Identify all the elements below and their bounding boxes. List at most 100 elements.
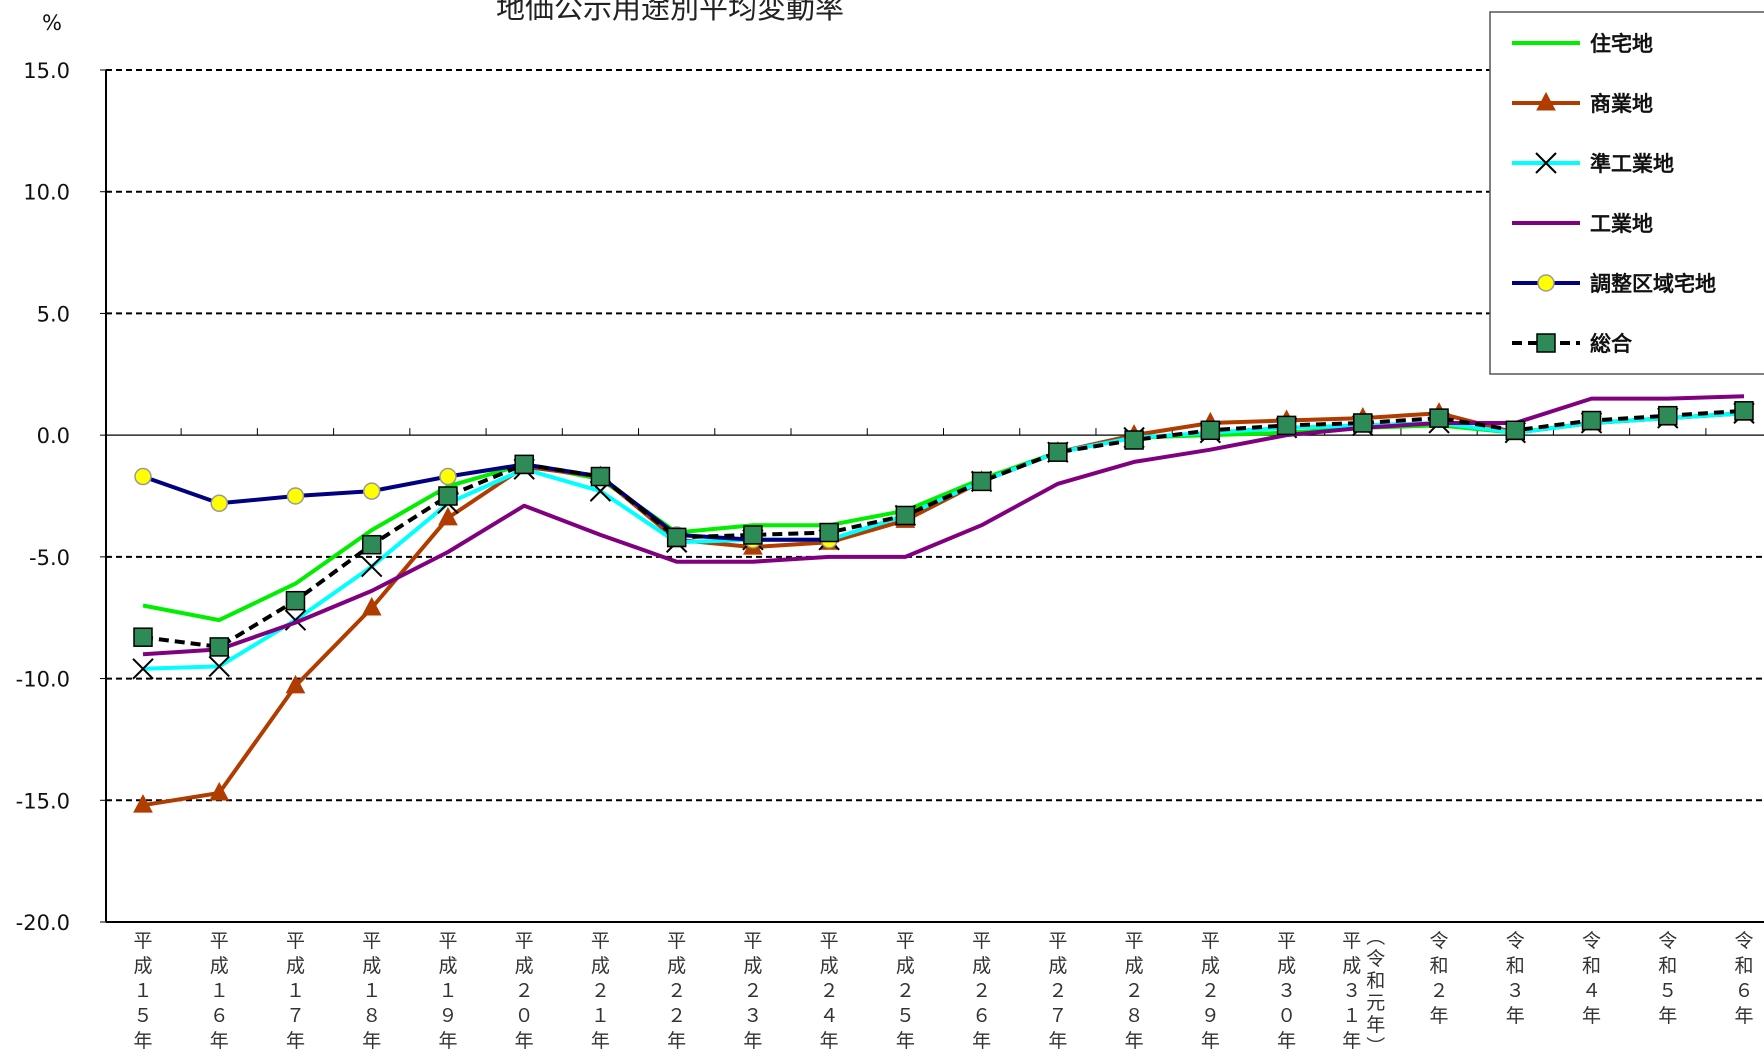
legend-label: 準工業地 (1590, 152, 1674, 176)
x-tick-char: 年 (1048, 1030, 1067, 1052)
x-tick-char: ２ (1125, 980, 1144, 1002)
x-tick-label: 令和 ４ 年 (1582, 930, 1601, 1027)
x-tick-char: 年 (1430, 1005, 1449, 1027)
x-tick-label: 令和 ６ 年 (1734, 930, 1753, 1027)
x-tick-char: 年 (1342, 1030, 1361, 1052)
x-tick-char: ０ (1277, 1005, 1296, 1027)
data-point-stroke (1535, 152, 1557, 174)
x-tick-char: 平 (1048, 930, 1067, 952)
x-tick-char: 平 (667, 930, 686, 952)
data-point (361, 596, 382, 616)
x-tick-char: 成 (667, 955, 686, 977)
x-tick-label: 平成 ２ ３ 年 (743, 930, 762, 1052)
legend-label: 住宅地 (1590, 32, 1653, 56)
x-tick-char: 平 (972, 930, 991, 952)
legend-label: 工業地 (1590, 212, 1653, 236)
data-point (1536, 333, 1556, 353)
x-tick-char: 和 (1658, 955, 1677, 977)
x-tick-char: ５ (133, 1005, 152, 1027)
x-tick-char: ２ (667, 1005, 686, 1027)
legend-label: 総合 (1590, 332, 1633, 356)
x-tick-labels: 平成１５年平成１６年平成１７年平成１８年平成１９年平成２０年平成２１年平成２２年… (133, 926, 1753, 1058)
x-tick-char: ９ (1201, 1005, 1220, 1027)
x-tick-char: ３ (1342, 980, 1361, 1002)
x-tick-label: 平成 １ ７ 年 (286, 930, 305, 1052)
x-tick-char: ２ (972, 980, 991, 1002)
x-tick-char: 令 (1582, 930, 1601, 952)
y-tick-label: -5.0 (29, 546, 70, 570)
x-tick-char: 成 (820, 955, 839, 977)
x-tick-char: 成 (896, 955, 915, 977)
x-tick-char: １ (210, 980, 229, 1002)
x-tick-label: 平成 ２ ０ 年 (515, 930, 534, 1052)
x-tick-char: 平 (515, 930, 534, 952)
x-tick-char: 年 (591, 1030, 610, 1052)
data-point-stroke (361, 555, 383, 578)
x-tick-char: 平 (286, 930, 305, 952)
data-point (895, 505, 916, 526)
x-tick-label: 平成 ２ １ 年 (591, 930, 610, 1052)
x-tick-char: 年 (1366, 1014, 1385, 1036)
x-tick-char: 年 (743, 1030, 762, 1052)
x-tick-char: ２ (820, 980, 839, 1002)
data-point (1536, 91, 1556, 111)
x-tick-label: 平成 ２ ４ 年 (820, 930, 839, 1052)
x-tick-char: １ (362, 980, 381, 1002)
x-tick-char: 平 (896, 930, 915, 952)
x-tick-char: ４ (1582, 980, 1601, 1002)
x-tick-char: 令 (1430, 930, 1449, 952)
x-tick-char: 平 (743, 930, 762, 952)
x-tick-char: １ (286, 980, 305, 1002)
x-tick-label: 平成 １ ５ 年 (133, 930, 152, 1052)
x-tick-char: １ (438, 980, 457, 1002)
x-tick-label: 平成 ３ ０ 年 (1277, 930, 1296, 1052)
x-tick-char: 成 (438, 955, 457, 977)
x-tick-char: 平 (362, 930, 381, 952)
x-tick-label: 平成 ２ ７ 年 (1048, 930, 1067, 1052)
x-tick-char: 成 (515, 955, 534, 977)
x-tick-char: 成 (133, 955, 152, 977)
data-point (208, 655, 230, 678)
x-tick-char: ３ (743, 1005, 762, 1027)
x-tick-char: 和 (1582, 955, 1601, 977)
x-tick-char: ３ (1506, 980, 1525, 1002)
x-tick-char: ５ (1658, 980, 1677, 1002)
data-point (1658, 405, 1678, 426)
legend-item: 商業地 (1512, 91, 1653, 116)
x-tick-char: 平 (1342, 930, 1361, 952)
x-tick-char: ２ (1201, 980, 1220, 1002)
x-tick-char: ９ (438, 1005, 457, 1027)
data-point (1276, 415, 1297, 436)
data-point (361, 555, 383, 578)
data-point (285, 674, 306, 694)
x-tick-char: 平 (820, 930, 839, 952)
x-tick-char: 年 (972, 1030, 991, 1052)
data-point (210, 494, 228, 513)
x-tick-char: 年 (820, 1030, 839, 1052)
legend-item: 住宅地 (1512, 32, 1653, 56)
x-tick-label: 平成 ２ ６ 年 (972, 930, 991, 1052)
x-tick-label: 平成 ２ ５ 年 (896, 930, 915, 1052)
x-tick-char: ２ (515, 980, 534, 1002)
x-tick-char: 元 (1366, 992, 1385, 1014)
x-tick-char: ６ (972, 1005, 991, 1027)
x-tick-char: 年 (133, 1030, 152, 1052)
x-tick-label: 令和 ５ 年 (1658, 930, 1677, 1027)
x-tick-char: ２ (1048, 980, 1067, 1002)
x-tick-char: ０ (515, 1005, 534, 1027)
x-tick-label: 平成 ２ ８ 年 (1125, 930, 1144, 1052)
x-tick-char: 平 (1125, 930, 1144, 952)
x-tick-char: ７ (286, 1005, 305, 1027)
series-line (142, 408, 1745, 649)
legend-box (1489, 11, 1764, 375)
x-tick-char: 和 (1506, 955, 1525, 977)
data-point (1048, 442, 1068, 462)
x-tick-char: ８ (1125, 1005, 1144, 1027)
data-point (438, 486, 458, 506)
data-point-stroke (132, 658, 154, 680)
x-tick-char: 年 (210, 1030, 229, 1052)
x-tick-char: 成 (1342, 955, 1361, 977)
